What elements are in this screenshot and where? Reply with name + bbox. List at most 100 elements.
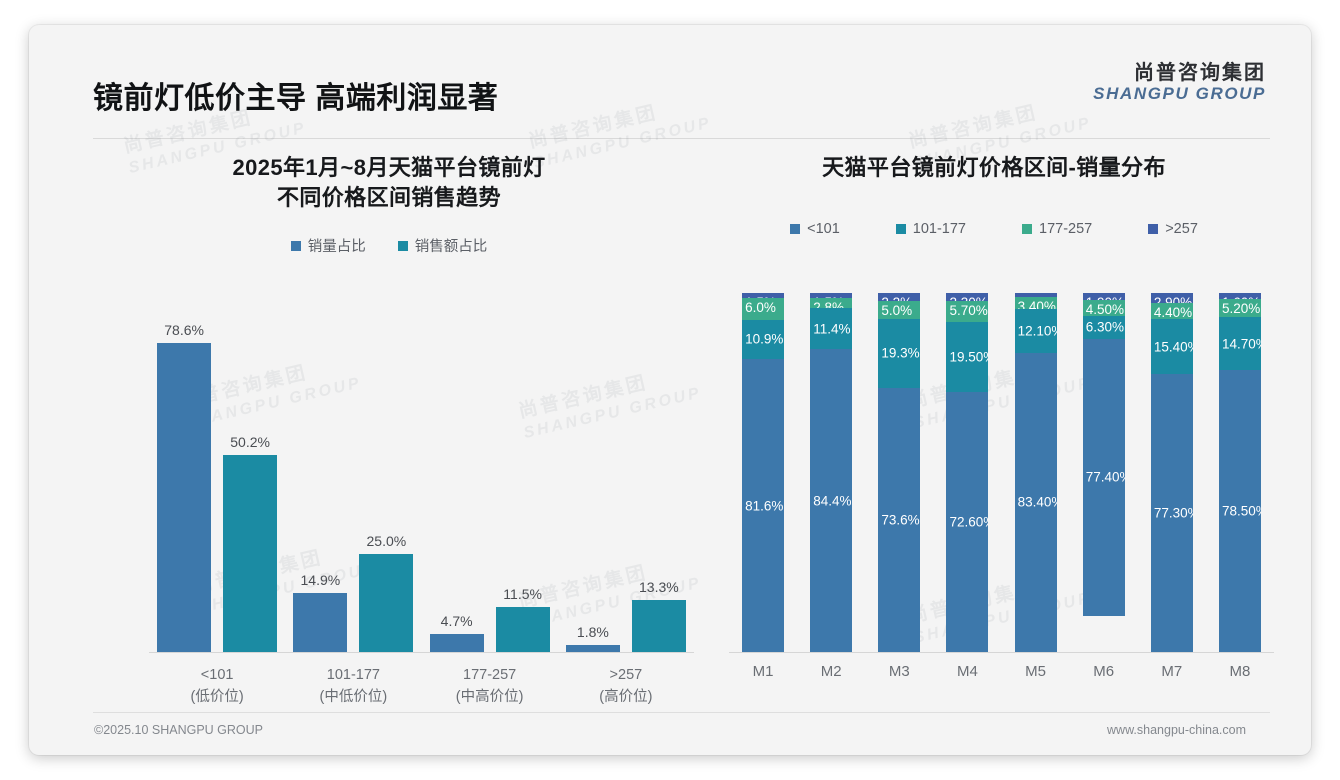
right-legend-item[interactable]: >257 bbox=[1148, 221, 1198, 237]
stack-segment[interactable]: 72.60% bbox=[946, 391, 989, 653]
left-bar-column[interactable]: 4.7% bbox=[429, 613, 484, 652]
left-legend-item[interactable]: 销量占比 bbox=[290, 235, 366, 256]
left-chart-title: 2025年1月~8月天猫平台镜前灯 不同价格区间销售趋势 bbox=[89, 153, 689, 213]
left-chart-title-line2: 不同价格区间销售趋势 bbox=[276, 184, 501, 210]
stack-segment[interactable]: 12.10% bbox=[1014, 309, 1057, 353]
right-stacked-bar[interactable]: 1.5% 6.0% 10.9% 81.6% M1 bbox=[742, 293, 785, 680]
stack-segment-label: 1.20% bbox=[1018, 295, 1056, 297]
stack-segment[interactable]: 83.40% bbox=[1014, 352, 1057, 652]
left-chart-legend: 销量占比 销售额占比 bbox=[89, 235, 689, 256]
footer-website: www.shangpu-china.com bbox=[1107, 723, 1246, 737]
left-bar-column[interactable]: 11.5% bbox=[495, 586, 550, 652]
stack-segment[interactable]: 1.60% bbox=[1218, 293, 1261, 299]
right-x-tick-label: M6 bbox=[1093, 663, 1115, 680]
stack-segment[interactable]: 2.90% bbox=[1150, 293, 1193, 304]
stack-segment[interactable]: 3.40% bbox=[1014, 297, 1057, 310]
stack-segment[interactable]: 73.6% bbox=[878, 388, 921, 653]
bar-rect[interactable] bbox=[429, 633, 484, 652]
slide-canvas: 尚普咨询集团 SHANGPU GROUP 尚普咨询集团 SHANGPU GROUP … bbox=[29, 25, 1311, 755]
x-tick-range: 177-257 bbox=[463, 667, 517, 683]
stack-segment[interactable]: 10.9% bbox=[742, 319, 785, 360]
stack-segment[interactable]: 81.6% bbox=[742, 359, 785, 652]
stack-segment[interactable]: 6.30% bbox=[1082, 315, 1125, 339]
stack-segment-label: 15.40% bbox=[1153, 339, 1193, 355]
stack-segment[interactable]: 1.5% bbox=[742, 293, 785, 299]
bar-rect[interactable] bbox=[293, 593, 348, 652]
page-title: 镜前灯低价主导 高端利润显著 bbox=[93, 82, 499, 115]
stack-segment[interactable]: 5.0% bbox=[878, 300, 921, 319]
right-legend-item[interactable]: 101-177 bbox=[895, 221, 966, 237]
stack-segment[interactable]: 14.70% bbox=[1218, 317, 1261, 371]
left-x-axis-line bbox=[149, 652, 694, 653]
stack-segment[interactable]: 11.4% bbox=[810, 308, 853, 350]
bar-rect[interactable] bbox=[631, 599, 686, 652]
chart-panel-left: 2025年1月~8月天猫平台镜前灯 不同价格区间销售趋势 销量占比 销售额占比 7… bbox=[89, 143, 694, 705]
stack-segment[interactable]: 77.40% bbox=[1082, 338, 1125, 617]
stack-segment[interactable]: 1.90% bbox=[1082, 293, 1125, 300]
bar-value-label: 14.9% bbox=[300, 572, 341, 589]
right-stacked-bar[interactable]: 2.30% 5.70% 19.50% 72.60% M4 bbox=[946, 293, 989, 680]
right-legend-label: >257 bbox=[1165, 221, 1198, 237]
left-bar-column[interactable]: 50.2% bbox=[223, 434, 278, 652]
bar-rect[interactable] bbox=[359, 553, 414, 652]
right-stacked-bar[interactable]: 2.2%5.0% 19.3% 73.6% M3 bbox=[878, 293, 921, 680]
legend-swatch-icon bbox=[397, 240, 408, 251]
stack-segment-label: 77.30% bbox=[1153, 505, 1193, 521]
stack-segment[interactable]: 2.2% bbox=[878, 293, 921, 301]
left-bar-group: 78.6% 50.2% <101 (低价位) bbox=[149, 298, 285, 705]
stack-segment-label: 11.4% bbox=[813, 321, 851, 337]
bar-rect[interactable] bbox=[223, 454, 278, 652]
stack-segment-label: 6.30% bbox=[1085, 319, 1124, 335]
left-bar-column[interactable]: 25.0% bbox=[359, 533, 414, 652]
stack-segment[interactable]: 19.50% bbox=[946, 321, 989, 392]
right-x-tick-label: M7 bbox=[1161, 663, 1183, 680]
stack-segment-label: 12.10% bbox=[1017, 323, 1057, 339]
stack-segment[interactable]: 84.4% bbox=[810, 349, 853, 652]
right-stacked-bar[interactable]: 1.5% 2.8% 11.4% 84.4% M2 bbox=[810, 293, 853, 680]
stack-segment[interactable]: 78.50% bbox=[1218, 370, 1261, 652]
stack-segment[interactable]: 4.40% bbox=[1150, 303, 1193, 320]
bar-value-label: 13.3% bbox=[639, 578, 679, 595]
right-stacked-bar[interactable]: 1.20% 3.40% 12.10% 83.40% M5 bbox=[1014, 293, 1057, 680]
stack-segment[interactable]: 19.3% bbox=[878, 318, 921, 389]
right-x-tick-label: M2 bbox=[820, 663, 842, 680]
right-stacked-bar[interactable]: 1.60%5.20% 14.70% 78.50% M8 bbox=[1218, 293, 1261, 680]
right-legend-label: <101 bbox=[807, 221, 840, 237]
bar-rect[interactable] bbox=[495, 606, 550, 652]
right-stacked-bar[interactable]: 2.90%4.40% 15.40% 77.30% M7 bbox=[1150, 293, 1193, 680]
stack-segment[interactable]: 4.50% bbox=[1082, 299, 1125, 316]
left-bar-group: 4.7% 11.5% 177-257 (中高价位) bbox=[422, 298, 558, 705]
bar-value-label: 1.8% bbox=[576, 623, 609, 640]
bar-value-label: 4.7% bbox=[440, 612, 473, 629]
bar-rect[interactable] bbox=[157, 342, 212, 652]
right-legend-label: 101-177 bbox=[912, 221, 966, 237]
stack-segment[interactable]: 6.0% bbox=[742, 298, 785, 320]
stack-segment-label: 19.50% bbox=[949, 349, 988, 365]
x-tick-sublabel: (低价位) bbox=[190, 688, 244, 705]
bar-value-label: 25.0% bbox=[366, 532, 407, 549]
right-legend-item[interactable]: <101 bbox=[790, 221, 840, 237]
left-legend-label: 销量占比 bbox=[307, 239, 366, 255]
stack-segment[interactable]: 77.30% bbox=[1150, 374, 1193, 652]
stack-segment[interactable]: 2.8% bbox=[810, 298, 853, 309]
bar-rect[interactable] bbox=[565, 644, 620, 652]
legend-swatch-icon bbox=[895, 224, 906, 234]
left-bar-group: 1.8% 13.3% >257 (高价位) bbox=[558, 298, 694, 705]
stack-segment[interactable]: 1.5% bbox=[810, 293, 853, 299]
footer-divider bbox=[93, 712, 1270, 713]
brand-logo: 尚普咨询集团 SHANGPU GROUP bbox=[1093, 62, 1266, 103]
left-bar-column[interactable]: 78.6% bbox=[157, 322, 212, 652]
stack-segment[interactable]: 1.20% bbox=[1014, 293, 1057, 298]
right-stacked-bar[interactable]: 1.90%4.50% 6.30% 77.40% M6 bbox=[1082, 293, 1125, 680]
stack-segment[interactable]: 5.20% bbox=[1218, 298, 1261, 318]
stack-segment[interactable]: 2.30% bbox=[946, 293, 989, 302]
stack-segment[interactable]: 15.40% bbox=[1150, 319, 1193, 375]
left-bar-column[interactable]: 13.3% bbox=[631, 579, 686, 652]
stack-segment[interactable]: 5.70% bbox=[946, 301, 989, 322]
right-x-tick-label: M8 bbox=[1229, 663, 1251, 680]
right-legend-item[interactable]: 177-257 bbox=[1022, 221, 1092, 237]
left-legend-item[interactable]: 销售额占比 bbox=[397, 235, 487, 256]
left-bar-column[interactable]: 14.9% bbox=[293, 572, 348, 652]
stack-segment-label: 83.40% bbox=[1017, 494, 1057, 510]
left-bar-column[interactable]: 1.8% bbox=[565, 624, 620, 652]
